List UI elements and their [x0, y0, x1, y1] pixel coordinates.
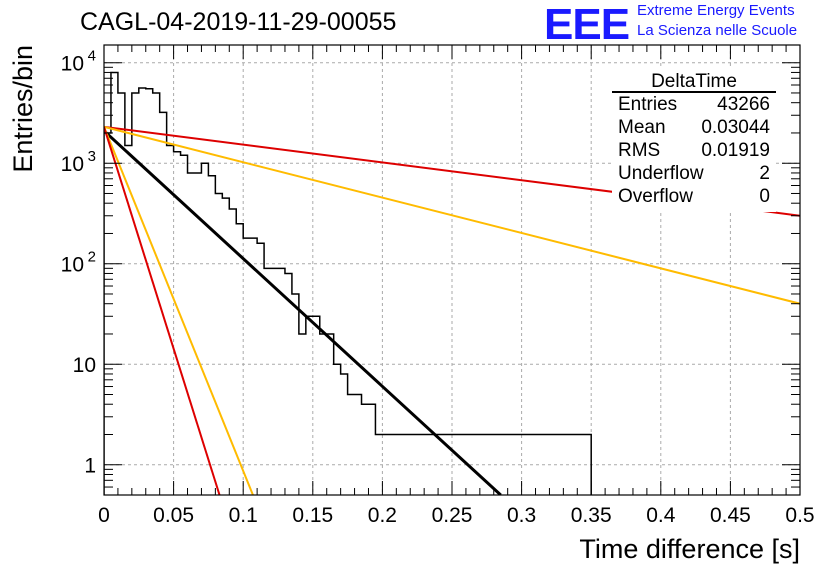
x-tick-label: 0.05 [153, 504, 194, 527]
y-tick-label: 1 [84, 455, 96, 478]
x-tick-label: 0 [98, 504, 110, 527]
x-tick-label: 0.1 [229, 504, 258, 527]
y-tick-label: 10 [61, 254, 84, 277]
y-tick-label: 10 [61, 53, 84, 76]
y-axis-label: Entries/bin [8, 45, 38, 173]
x-tick-label: 0.2 [368, 504, 397, 527]
stats-row-value: 2 [759, 163, 770, 184]
x-tick-label: 0.45 [710, 504, 751, 527]
y-tick-exponent: 3 [88, 148, 96, 165]
stats-row-label: Underflow [618, 163, 704, 184]
x-tick-label: 0.25 [432, 504, 473, 527]
x-tick-label: 0.35 [571, 504, 612, 527]
x-tick-label: 0.4 [646, 504, 676, 527]
stats-row-label: Mean [618, 117, 666, 138]
y-tick-exponent: 2 [88, 249, 96, 266]
eee-logo: EEE [544, 0, 630, 49]
y-tick-exponent: 4 [88, 48, 96, 65]
y-tick-label: 10 [73, 354, 96, 377]
stats-row-value: 0.01919 [701, 140, 770, 161]
x-tick-label: 0.15 [292, 504, 333, 527]
y-tick-label: 10 [61, 153, 84, 176]
stats-row-value: 43266 [717, 94, 770, 115]
x-tick-label: 0.3 [507, 504, 536, 527]
logo-line-2: La Scienza nelle Scuole [637, 22, 798, 39]
x-axis-label: Time difference [s] [579, 534, 800, 564]
chart-title: CAGL-04-2019-11-29-00055 [80, 8, 397, 36]
stats-row-value: 0.03044 [701, 117, 770, 138]
fit-line-5 [104, 126, 221, 495]
x-tick-label: 0.5 [785, 504, 814, 527]
stats-box [612, 66, 776, 212]
stats-row-label: RMS [618, 140, 660, 161]
fit-line-3 [104, 129, 502, 495]
stats-row-label: Entries [618, 94, 677, 115]
stats-row-label: Overflow [618, 186, 693, 207]
fit-line-2 [104, 125, 800, 305]
fit-line-4 [104, 126, 254, 495]
stats-row-value: 0 [759, 186, 770, 207]
histogram [104, 71, 592, 495]
logo-line-1: Extreme Energy Events [637, 2, 795, 19]
stats-title: DeltaTime [651, 71, 737, 92]
